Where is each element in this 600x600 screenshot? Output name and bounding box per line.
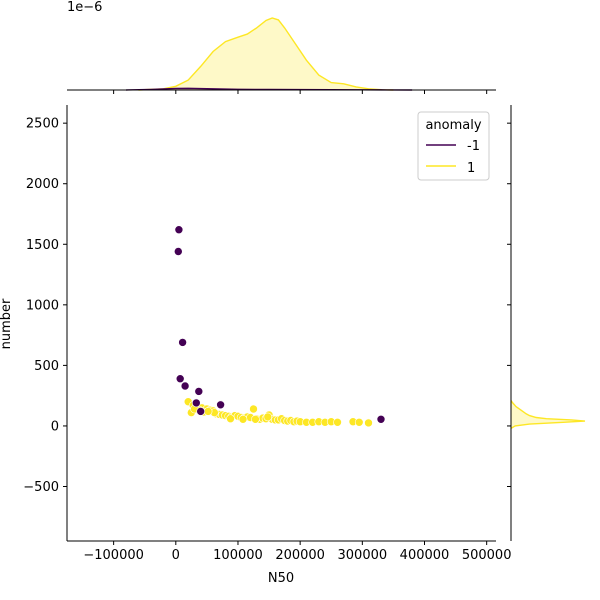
data-point-normal [251, 414, 260, 424]
legend: anomaly -1 1 [417, 111, 490, 181]
y-tick-label: 500 [34, 359, 59, 374]
data-point-normal [333, 417, 342, 427]
data-point-normal [238, 414, 248, 424]
main-scatter-axes: −500 0 500 1000 1500 2000 2500 −100000 0 100000 2… [0, 105, 511, 586]
data-point-normal [263, 412, 273, 422]
data-point-anomaly [216, 400, 225, 410]
data-point-anomaly [196, 407, 205, 416]
data-point-normal [364, 418, 373, 428]
right-kde-line-normal [510, 400, 586, 430]
top-marginal-offset-label: 1e−6 [67, 0, 102, 15]
x-tick-label: 500000 [462, 548, 512, 563]
x-tick-label: 0 [172, 548, 180, 563]
data-point-anomaly [376, 414, 386, 424]
series-normal-points [183, 397, 373, 428]
legend-title: anomaly [425, 118, 481, 133]
y-axis-label: number [0, 298, 14, 349]
x-tick-label: 100000 [213, 548, 263, 563]
y-tick-label: 2000 [26, 177, 59, 192]
x-tick-label: 300000 [338, 548, 388, 563]
data-point-anomaly [175, 374, 185, 384]
data-point-normal [203, 407, 213, 416]
y-tick-label: 1500 [26, 238, 59, 253]
top-marginal-kde: 1e−6 [67, 0, 496, 94]
data-point-normal [249, 404, 258, 414]
legend-label-normal: 1 [467, 161, 475, 176]
x-axis-label: N50 [268, 571, 294, 586]
y-tick-label: 2500 [26, 117, 59, 132]
y-tick-label: 0 [51, 419, 59, 434]
legend-label-anomaly: -1 [467, 139, 480, 154]
data-point-normal [226, 414, 235, 424]
data-point-anomaly [178, 338, 187, 347]
data-point-anomaly [192, 398, 201, 408]
y-tick-label: −500 [23, 480, 59, 495]
x-tick-label: −100000 [83, 548, 144, 563]
y-tick-label: 1000 [26, 298, 59, 313]
legend-box [417, 111, 490, 181]
top-kde-fill-normal [138, 18, 394, 90]
data-point-anomaly [194, 387, 204, 396]
data-point-anomaly [180, 381, 190, 391]
x-tick-label: 400000 [400, 548, 450, 563]
series-anomaly-points [174, 225, 386, 424]
data-point-normal [354, 417, 364, 427]
data-point-anomaly [174, 247, 183, 256]
data-point-anomaly [174, 225, 184, 234]
top-kde-line-normal [138, 17, 394, 91]
right-marginal-kde [507, 105, 586, 541]
x-tick-label: 200000 [275, 548, 325, 563]
